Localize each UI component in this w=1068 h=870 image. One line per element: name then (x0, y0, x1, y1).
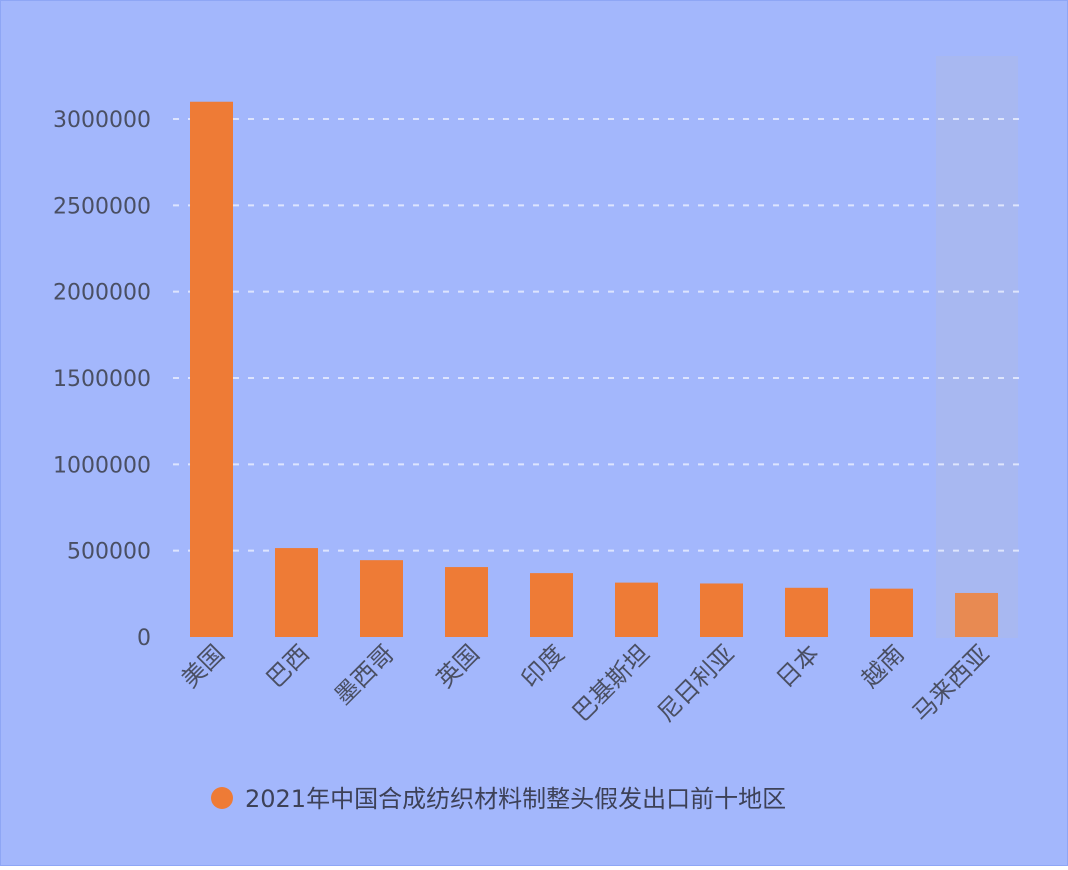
bar[interactable] (275, 548, 318, 637)
x-tick-label: 印度 (516, 639, 570, 693)
x-tick-label: 越南 (856, 639, 910, 693)
x-tick-label: 日本 (771, 639, 825, 693)
x-tick-label: 巴基斯坦 (567, 639, 655, 727)
y-tick-label: 500000 (67, 540, 151, 565)
bar[interactable] (955, 592, 998, 637)
x-tick-label: 英国 (431, 639, 485, 693)
legend-label: 2021年中国合成纺织材料制整头假发出口前十地区 (245, 785, 786, 813)
bar[interactable] (615, 582, 658, 637)
bar[interactable] (700, 583, 743, 637)
x-tick-label: 马来西亚 (907, 639, 995, 727)
bar[interactable] (190, 101, 233, 637)
x-tick-label: 巴西 (261, 639, 315, 693)
y-tick-label: 0 (137, 626, 151, 651)
bar[interactable] (360, 560, 403, 637)
y-tick-label: 2000000 (53, 281, 151, 306)
bar[interactable] (785, 587, 828, 637)
legend[interactable]: 2021年中国合成纺织材料制整头假发出口前十地区 (211, 785, 786, 813)
y-axis-ticks: 0 500000 1000000 1500000 2000000 2500000 30000… (53, 108, 151, 651)
x-tick-label: 美国 (176, 639, 230, 693)
highlight-band (936, 56, 1018, 638)
y-tick-label: 1500000 (53, 367, 151, 392)
x-tick-label: 墨西哥 (329, 639, 400, 710)
x-tick-label: 尼日利亚 (652, 639, 740, 727)
y-tick-label: 2500000 (53, 194, 151, 219)
y-tick-label: 1000000 (53, 453, 151, 478)
grid-lines (173, 118, 1019, 552)
bar[interactable] (445, 567, 488, 637)
bars (190, 101, 998, 637)
y-tick-label: 3000000 (53, 108, 151, 133)
bar[interactable] (870, 588, 913, 637)
bar[interactable] (530, 573, 573, 637)
legend-marker (211, 787, 233, 809)
